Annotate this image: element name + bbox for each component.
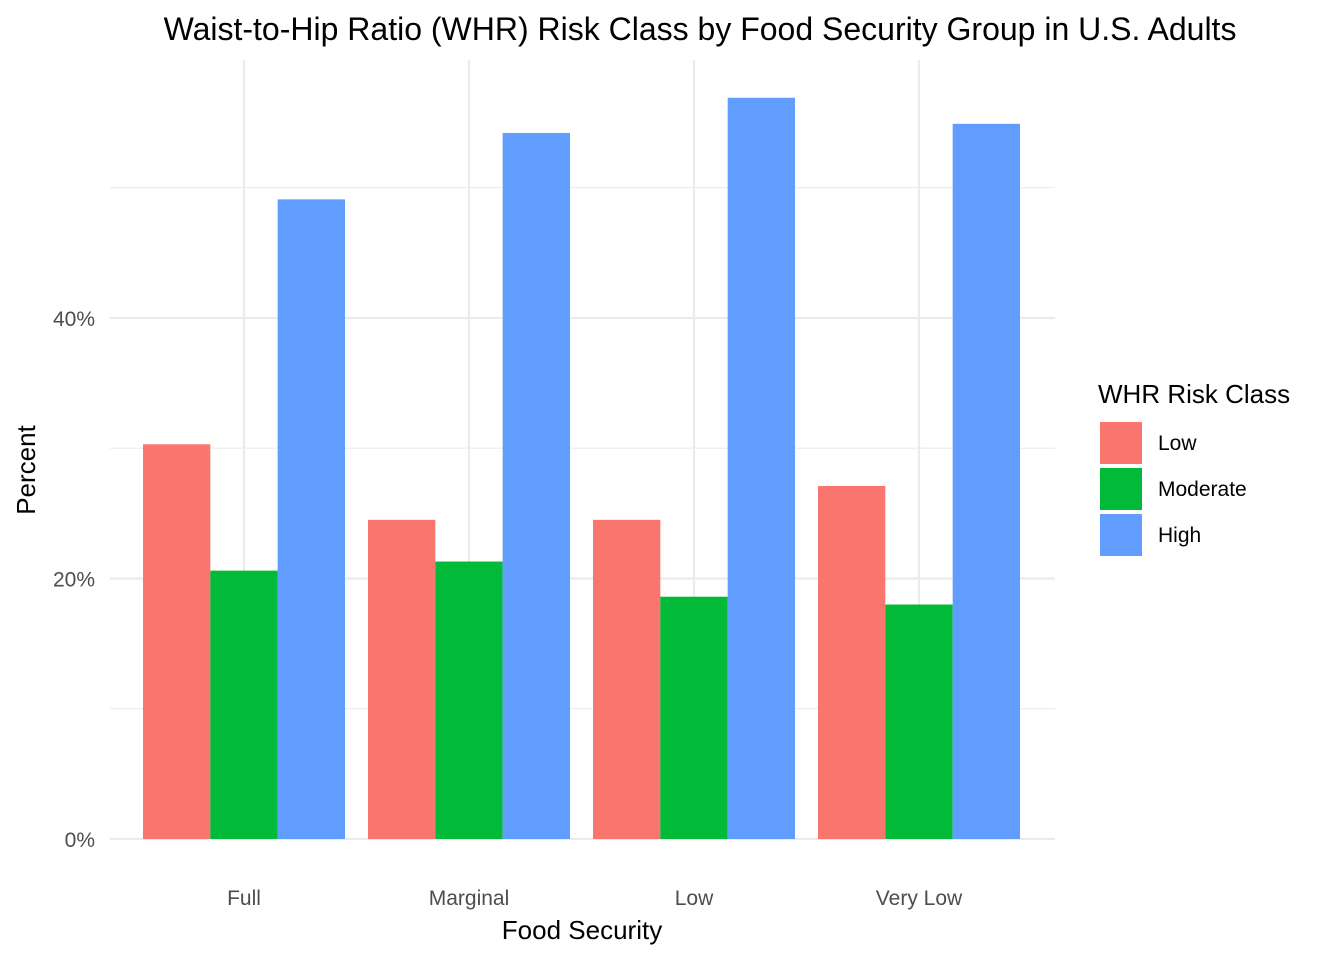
x-axis-ticks: Full Marginal Low Very Low: [227, 887, 963, 910]
y-axis-title: Percent: [11, 424, 41, 514]
legend-label: High: [1158, 524, 1201, 547]
bar: [952, 123, 1020, 839]
x-tick-label: Marginal: [429, 887, 510, 910]
bars: [143, 97, 1020, 840]
y-tick-label: 0%: [65, 829, 95, 852]
legend-title: WHR Risk Class: [1098, 379, 1290, 409]
bar: [143, 444, 211, 839]
legend: WHR Risk Class Low Moderate High: [1098, 379, 1290, 556]
x-tick-label: Low: [675, 887, 714, 910]
bar: [368, 519, 436, 839]
bar: [277, 199, 345, 839]
bar: [210, 570, 278, 839]
bar: [727, 97, 795, 840]
bar: [660, 596, 728, 839]
bar: [885, 604, 953, 839]
x-axis-title: Food Security: [502, 915, 662, 945]
legend-label: Low: [1158, 432, 1197, 455]
legend-key: [1100, 514, 1142, 556]
x-tick-label: Full: [227, 887, 261, 910]
chart-title: Waist-to-Hip Ratio (WHR) Risk Class by F…: [164, 11, 1237, 47]
bar: [502, 132, 570, 839]
y-tick-label: 20%: [53, 568, 95, 591]
legend-key: [1100, 468, 1142, 510]
y-tick-label: 40%: [53, 308, 95, 331]
bar: [593, 519, 661, 839]
legend-key: [1100, 422, 1142, 464]
y-axis-ticks: 0% 20% 40%: [53, 308, 95, 852]
x-tick-label: Very Low: [876, 887, 963, 910]
bar: [818, 485, 886, 839]
bar: [435, 561, 503, 839]
legend-label: Moderate: [1158, 478, 1247, 501]
